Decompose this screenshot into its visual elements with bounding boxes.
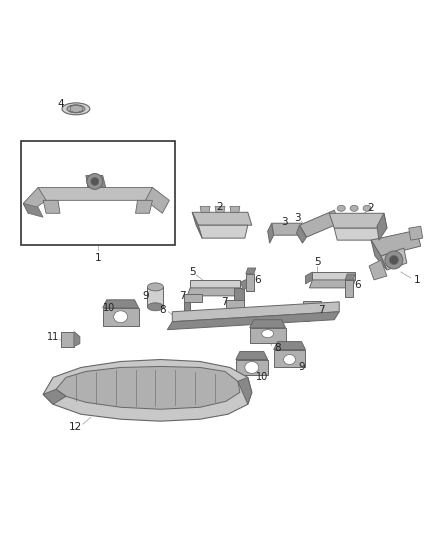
Text: 1: 1: [413, 275, 420, 285]
Ellipse shape: [62, 103, 90, 115]
Polygon shape: [371, 230, 421, 256]
Polygon shape: [192, 212, 202, 238]
Polygon shape: [334, 228, 381, 240]
Ellipse shape: [245, 361, 259, 374]
Polygon shape: [61, 332, 74, 346]
Polygon shape: [190, 280, 240, 288]
Polygon shape: [43, 360, 252, 421]
Text: 3: 3: [281, 217, 288, 227]
Ellipse shape: [91, 177, 99, 185]
Polygon shape: [148, 287, 163, 307]
Text: 7: 7: [221, 297, 227, 307]
Text: 1: 1: [95, 253, 101, 263]
Polygon shape: [38, 188, 157, 200]
Ellipse shape: [148, 303, 163, 311]
Polygon shape: [236, 352, 268, 360]
Text: 8: 8: [159, 305, 166, 315]
Polygon shape: [250, 328, 286, 343]
Polygon shape: [43, 200, 60, 213]
Text: 5: 5: [314, 257, 321, 267]
Ellipse shape: [87, 173, 103, 189]
Text: 7: 7: [179, 291, 186, 301]
Polygon shape: [192, 212, 252, 225]
Polygon shape: [345, 280, 353, 297]
Polygon shape: [238, 377, 252, 404]
Polygon shape: [230, 206, 240, 212]
Ellipse shape: [363, 205, 371, 211]
Text: 8: 8: [274, 343, 281, 352]
Polygon shape: [304, 309, 309, 321]
Polygon shape: [43, 389, 66, 404]
Polygon shape: [200, 206, 210, 212]
Polygon shape: [305, 272, 312, 284]
Text: 3: 3: [294, 213, 301, 223]
Polygon shape: [23, 203, 43, 217]
Polygon shape: [268, 223, 274, 243]
Polygon shape: [187, 288, 240, 296]
Polygon shape: [274, 342, 305, 350]
Polygon shape: [184, 302, 190, 314]
Polygon shape: [304, 301, 321, 309]
Text: 4: 4: [58, 99, 64, 109]
Polygon shape: [74, 332, 80, 346]
Text: 10: 10: [102, 303, 115, 313]
Polygon shape: [23, 188, 46, 213]
Polygon shape: [103, 300, 138, 308]
Ellipse shape: [262, 330, 274, 337]
Polygon shape: [241, 278, 253, 290]
Bar: [21, 141, 175, 245]
Polygon shape: [56, 367, 240, 409]
Text: 6: 6: [354, 280, 360, 290]
Polygon shape: [226, 300, 244, 308]
Text: 11: 11: [47, 332, 59, 342]
Ellipse shape: [148, 283, 163, 291]
Polygon shape: [369, 260, 387, 280]
Polygon shape: [250, 320, 286, 328]
Ellipse shape: [389, 255, 398, 264]
Polygon shape: [381, 248, 407, 270]
Polygon shape: [198, 225, 248, 238]
Ellipse shape: [385, 251, 403, 269]
Polygon shape: [246, 268, 256, 274]
Polygon shape: [215, 206, 225, 212]
Polygon shape: [300, 211, 339, 237]
Ellipse shape: [350, 205, 358, 211]
Text: 6: 6: [254, 275, 261, 285]
Text: 2: 2: [217, 203, 223, 212]
Ellipse shape: [114, 311, 127, 322]
Polygon shape: [377, 213, 387, 240]
Polygon shape: [312, 272, 355, 280]
Text: 9: 9: [142, 291, 149, 301]
Polygon shape: [329, 213, 387, 228]
Text: 2: 2: [368, 203, 374, 213]
Polygon shape: [145, 188, 170, 213]
Polygon shape: [297, 225, 307, 243]
Polygon shape: [172, 302, 339, 322]
Polygon shape: [103, 308, 138, 326]
Polygon shape: [167, 312, 339, 330]
Polygon shape: [236, 360, 268, 375]
Text: 9: 9: [298, 362, 305, 373]
Text: 10: 10: [256, 373, 268, 382]
Polygon shape: [234, 288, 244, 300]
Polygon shape: [309, 280, 355, 288]
Polygon shape: [86, 175, 106, 188]
Polygon shape: [246, 274, 254, 291]
Ellipse shape: [337, 205, 345, 211]
Polygon shape: [272, 223, 304, 235]
Polygon shape: [371, 240, 387, 270]
Ellipse shape: [283, 354, 296, 365]
Polygon shape: [345, 274, 355, 280]
Polygon shape: [274, 350, 305, 367]
Ellipse shape: [67, 105, 85, 113]
Polygon shape: [184, 294, 202, 302]
Text: 5: 5: [189, 267, 195, 277]
Polygon shape: [409, 226, 423, 240]
Text: 12: 12: [69, 422, 82, 432]
Polygon shape: [135, 200, 152, 213]
Text: 7: 7: [318, 305, 325, 315]
